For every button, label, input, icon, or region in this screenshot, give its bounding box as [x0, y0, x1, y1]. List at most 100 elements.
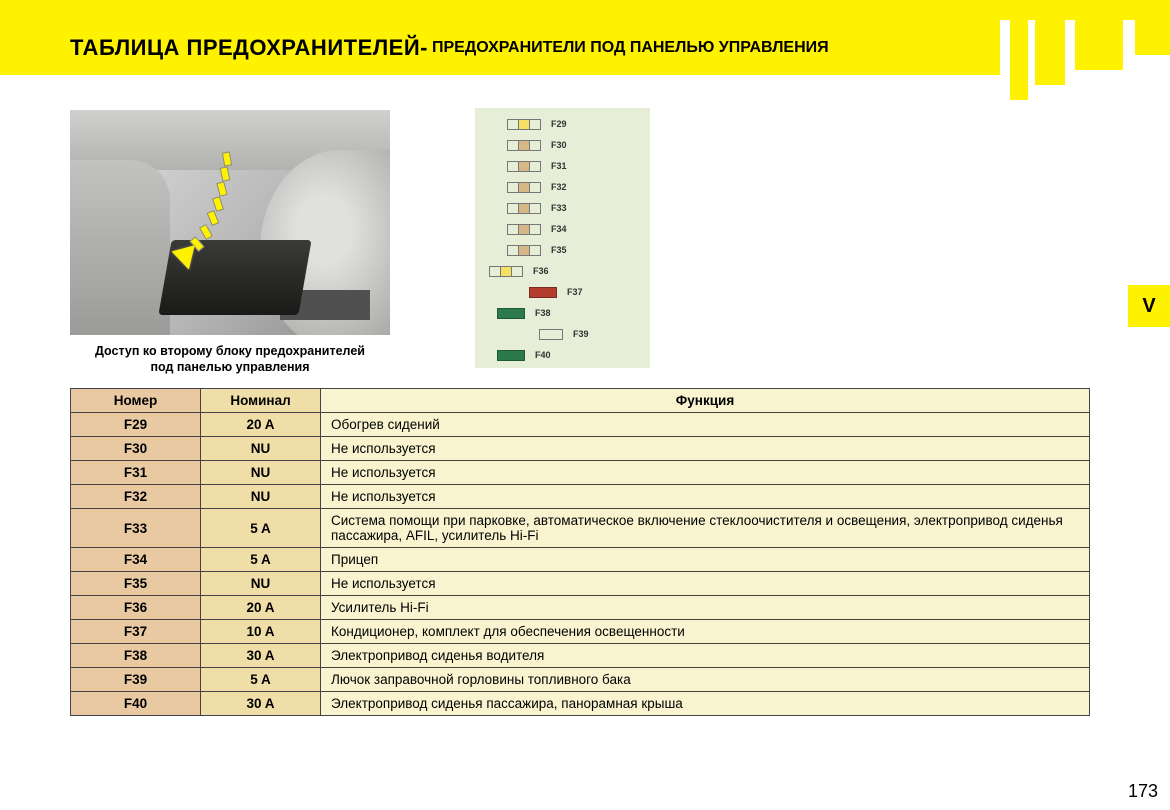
fuse-slot-label: F38	[535, 308, 551, 318]
fuse-slot	[539, 329, 563, 340]
fuse-slot-label: F35	[551, 245, 567, 255]
header-rate: Номинал	[201, 389, 321, 413]
header-band: ТАБЛИЦА ПРЕДОХРАНИТЕЛЕЙ - ПРЕДОХРАНИТЕЛИ…	[0, 20, 1000, 75]
decorative-stripe	[1035, 20, 1065, 85]
cell-func: Кондиционер, комплект для обеспечения ос…	[321, 620, 1090, 644]
table-row: F35NUНе используется	[71, 572, 1090, 596]
fuse-table-wrap: Номер Номинал Функция F2920 AОбогрев сид…	[70, 388, 1090, 716]
fuse-slot	[497, 350, 525, 361]
fuse-diagram: F29 F30 F31 F32 F33 F34 F35 F36 F37 F38 F39 F40	[475, 108, 650, 368]
page-number: 173	[1128, 781, 1158, 802]
fuse-slot	[507, 161, 541, 172]
fuse-diagram-row: F30	[489, 135, 636, 155]
table-row: F30NUНе используется	[71, 437, 1090, 461]
section-tab-label: V	[1142, 295, 1155, 318]
cell-func: Не используется	[321, 437, 1090, 461]
header-func: Функция	[321, 389, 1090, 413]
fuse-slot-label: F36	[533, 266, 549, 276]
cell-num: F30	[71, 437, 201, 461]
fuse-slot	[507, 119, 541, 130]
table-row: F31NUНе используется	[71, 461, 1090, 485]
table-row: F3620 AУсилитель Hi-Fi	[71, 596, 1090, 620]
cell-rate: NU	[201, 437, 321, 461]
fuse-slot-label: F33	[551, 203, 567, 213]
table-row: F345 AПрицеп	[71, 548, 1090, 572]
header-num: Номер	[71, 389, 201, 413]
fuse-diagram-row: F29	[489, 114, 636, 134]
fuse-diagram-row: F36	[489, 261, 636, 281]
cell-num: F29	[71, 413, 201, 437]
cell-rate: 5 A	[201, 509, 321, 548]
cell-func: Система помощи при парковке, автоматичес…	[321, 509, 1090, 548]
table-row: F4030 AЭлектропривод сиденья пассажира, …	[71, 692, 1090, 716]
fuse-diagram-row: F40	[489, 345, 636, 365]
fuse-slot	[507, 245, 541, 256]
table-row: F335 AСистема помощи при парковке, автом…	[71, 509, 1090, 548]
cell-func: Электропривод сиденья пассажира, панорам…	[321, 692, 1090, 716]
caption-line2: под панелью управления	[70, 359, 390, 375]
page-title-sub: ПРЕДОХРАНИТЕЛИ ПОД ПАНЕЛЬЮ УПРАВЛЕНИЯ	[432, 39, 829, 57]
fuse-diagram-row: F37	[489, 282, 636, 302]
access-photo	[70, 110, 390, 335]
fuse-slot	[507, 182, 541, 193]
cell-num: F39	[71, 668, 201, 692]
cell-rate: 5 A	[201, 668, 321, 692]
photo-caption: Доступ ко второму блоку предохранителей …	[70, 343, 390, 376]
decorative-stripe	[1135, 20, 1170, 55]
fuse-diagram-row: F32	[489, 177, 636, 197]
table-row: F2920 AОбогрев сидений	[71, 413, 1090, 437]
cell-func: Лючок заправочной горловины топливного б…	[321, 668, 1090, 692]
cell-num: F38	[71, 644, 201, 668]
fuse-slot-label: F34	[551, 224, 567, 234]
fuse-slot-label: F30	[551, 140, 567, 150]
cell-rate: 30 A	[201, 644, 321, 668]
table-row: F3710 AКондиционер, комплект для обеспеч…	[71, 620, 1090, 644]
cell-rate: NU	[201, 572, 321, 596]
cell-rate: 20 A	[201, 596, 321, 620]
cell-func: Не используется	[321, 485, 1090, 509]
page-title-main: ТАБЛИЦА ПРЕДОХРАНИТЕЛЕЙ	[70, 35, 420, 61]
fuse-slot-label: F40	[535, 350, 551, 360]
top-bar	[0, 0, 1170, 20]
cell-func: Не используется	[321, 461, 1090, 485]
cell-num: F37	[71, 620, 201, 644]
cell-rate: 10 A	[201, 620, 321, 644]
table-row: F3830 AЭлектропривод сиденья водителя	[71, 644, 1090, 668]
cell-num: F32	[71, 485, 201, 509]
fuse-table: Номер Номинал Функция F2920 AОбогрев сид…	[70, 388, 1090, 716]
page-title-sep: -	[420, 35, 428, 61]
cell-func: Обогрев сидений	[321, 413, 1090, 437]
fuse-slot	[529, 287, 557, 298]
fuse-slot-label: F39	[573, 329, 589, 339]
table-row: F395 AЛючок заправочной горловины топлив…	[71, 668, 1090, 692]
fuse-diagram-row: F35	[489, 240, 636, 260]
table-header-row: Номер Номинал Функция	[71, 389, 1090, 413]
fuse-diagram-row: F34	[489, 219, 636, 239]
fuse-slot-label: F32	[551, 182, 567, 192]
cell-func: Не используется	[321, 572, 1090, 596]
fuse-slot	[507, 203, 541, 214]
fuse-slot-label: F37	[567, 287, 583, 297]
table-row: F32NUНе используется	[71, 485, 1090, 509]
cell-func: Усилитель Hi-Fi	[321, 596, 1090, 620]
fuse-slot	[489, 266, 523, 277]
cell-rate: 20 A	[201, 413, 321, 437]
decorative-stripe	[1010, 20, 1028, 100]
fuse-slot	[497, 308, 525, 319]
cell-rate: NU	[201, 485, 321, 509]
cell-num: F40	[71, 692, 201, 716]
cell-num: F35	[71, 572, 201, 596]
caption-line1: Доступ ко второму блоку предохранителей	[70, 343, 390, 359]
fuse-diagram-row: F33	[489, 198, 636, 218]
cell-num: F36	[71, 596, 201, 620]
fuse-diagram-row: F39	[489, 324, 636, 344]
cell-num: F34	[71, 548, 201, 572]
fuse-slot	[507, 140, 541, 151]
section-tab: V	[1128, 285, 1170, 327]
fuse-slot-label: F29	[551, 119, 567, 129]
fuse-slot-label: F31	[551, 161, 567, 171]
cell-num: F33	[71, 509, 201, 548]
fuse-diagram-row: F38	[489, 303, 636, 323]
cell-func: Электропривод сиденья водителя	[321, 644, 1090, 668]
decorative-stripe	[1075, 20, 1123, 70]
